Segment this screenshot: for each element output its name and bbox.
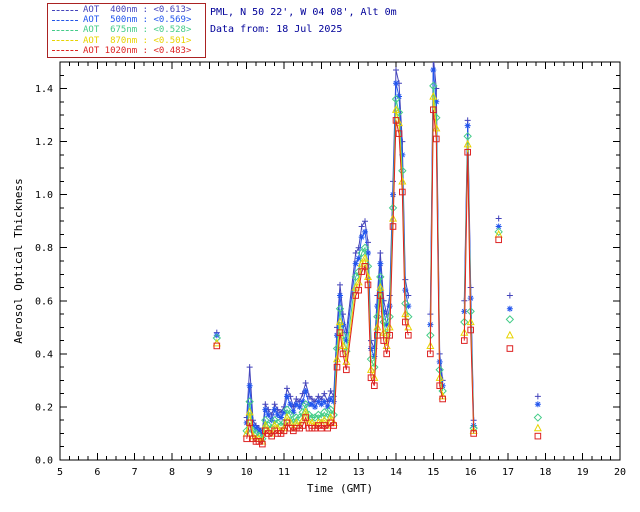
x-axis-title: Time (GMT) xyxy=(307,482,373,495)
y-axis-title: Aerosol Optical Thickness xyxy=(12,178,25,344)
date-info: Data from: 18 Jul 2025 xyxy=(210,24,343,35)
legend-label-1020nm: AOT 1020nm : <0.483> xyxy=(83,45,192,56)
svg-text:14: 14 xyxy=(390,467,402,478)
legend-label-870nm: AOT 870nm : <0.501> xyxy=(83,35,192,46)
series-aot-1020nm xyxy=(213,106,542,448)
plot-frame xyxy=(59,61,621,461)
svg-text:10: 10 xyxy=(241,467,253,478)
legend-item-400nm: AOT 400nm : <0.613> xyxy=(52,5,201,15)
svg-text:13: 13 xyxy=(353,467,365,478)
svg-text:11: 11 xyxy=(278,467,290,478)
svg-text:20: 20 xyxy=(614,467,626,478)
svg-text:0.6: 0.6 xyxy=(35,296,53,307)
legend-label-400nm: AOT 400nm : <0.613> xyxy=(83,5,192,16)
legend-item-870nm: AOT 870nm : <0.501> xyxy=(52,36,201,46)
series-aot-500nm xyxy=(213,66,541,437)
svg-text:1.4: 1.4 xyxy=(35,84,53,95)
legend-label-675nm: AOT 675nm : <0.528> xyxy=(83,25,192,36)
svg-text:19: 19 xyxy=(577,467,589,478)
svg-text:5: 5 xyxy=(57,467,63,478)
svg-text:18: 18 xyxy=(539,467,551,478)
svg-text:12: 12 xyxy=(315,467,327,478)
svg-text:0.0: 0.0 xyxy=(35,456,53,467)
legend-item-500nm: AOT 500nm : <0.569> xyxy=(52,15,201,25)
legend-item-675nm: AOT 675nm : <0.528> xyxy=(52,25,201,35)
plot-header: PML, N 50 22', W 04 08', Alt 0m Data fro… xyxy=(210,4,397,38)
legend: AOT 400nm : <0.613> AOT 500nm : <0.569> … xyxy=(47,3,206,58)
series-aot-400nm xyxy=(213,62,541,434)
legend-label-500nm: AOT 500nm : <0.569> xyxy=(83,15,192,26)
svg-text:0.8: 0.8 xyxy=(35,243,53,254)
legend-item-1020nm: AOT 1020nm : <0.483> xyxy=(52,46,201,56)
svg-text:0.2: 0.2 xyxy=(35,402,53,413)
site-info: PML, N 50 22', W 04 08', Alt 0m xyxy=(210,7,397,18)
svg-text:1.0: 1.0 xyxy=(35,190,53,201)
axis-ticks xyxy=(59,62,621,461)
legend-line-sample-1020nm xyxy=(52,50,78,52)
svg-text:9: 9 xyxy=(206,467,212,478)
legend-line-sample-400nm xyxy=(52,9,78,11)
svg-text:15: 15 xyxy=(427,467,439,478)
svg-text:1.2: 1.2 xyxy=(35,137,53,148)
svg-text:17: 17 xyxy=(502,467,514,478)
svg-text:7: 7 xyxy=(132,467,138,478)
legend-line-sample-500nm xyxy=(52,19,78,21)
tick-labels: 5 6 7 8 9 10 11 12 13 14 15 16 17 18 19 20 0.0 0.2 0.4 0.6 0… xyxy=(35,84,626,478)
legend-line-sample-675nm xyxy=(52,29,78,31)
series-aot-870nm xyxy=(212,91,542,445)
legend-line-sample-870nm xyxy=(52,40,78,42)
svg-text:6: 6 xyxy=(94,467,100,478)
svg-text:0.4: 0.4 xyxy=(35,349,53,360)
svg-text:8: 8 xyxy=(169,467,175,478)
svg-text:16: 16 xyxy=(465,467,477,478)
